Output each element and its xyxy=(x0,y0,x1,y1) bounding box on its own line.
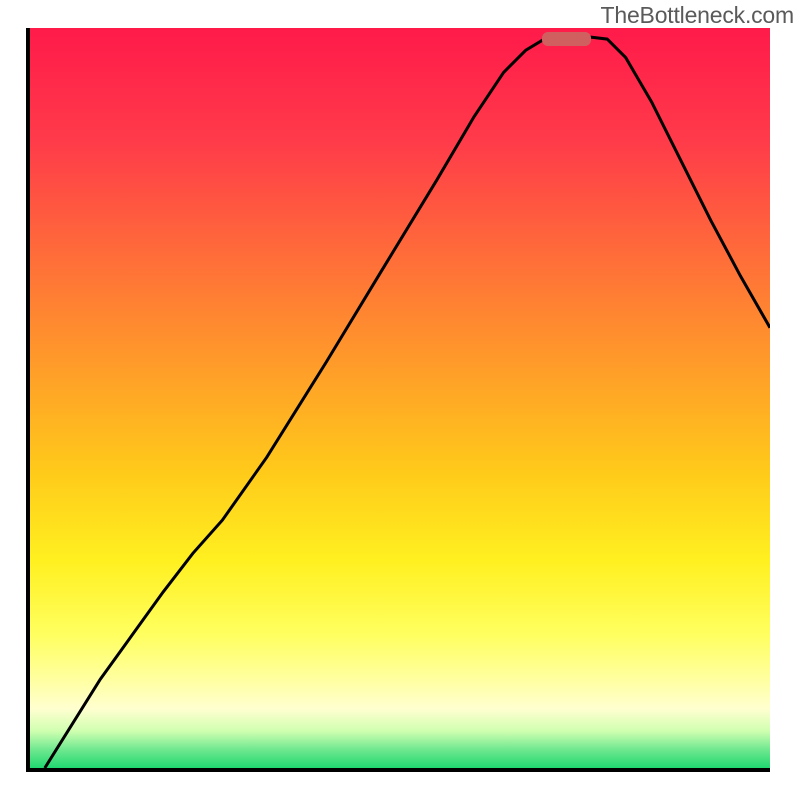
curve-line xyxy=(30,28,770,768)
minimum-marker xyxy=(542,32,590,45)
chart-area xyxy=(30,28,770,768)
watermark-text: TheBottleneck.com xyxy=(601,2,794,29)
x-axis xyxy=(26,768,770,772)
y-axis xyxy=(26,28,30,772)
